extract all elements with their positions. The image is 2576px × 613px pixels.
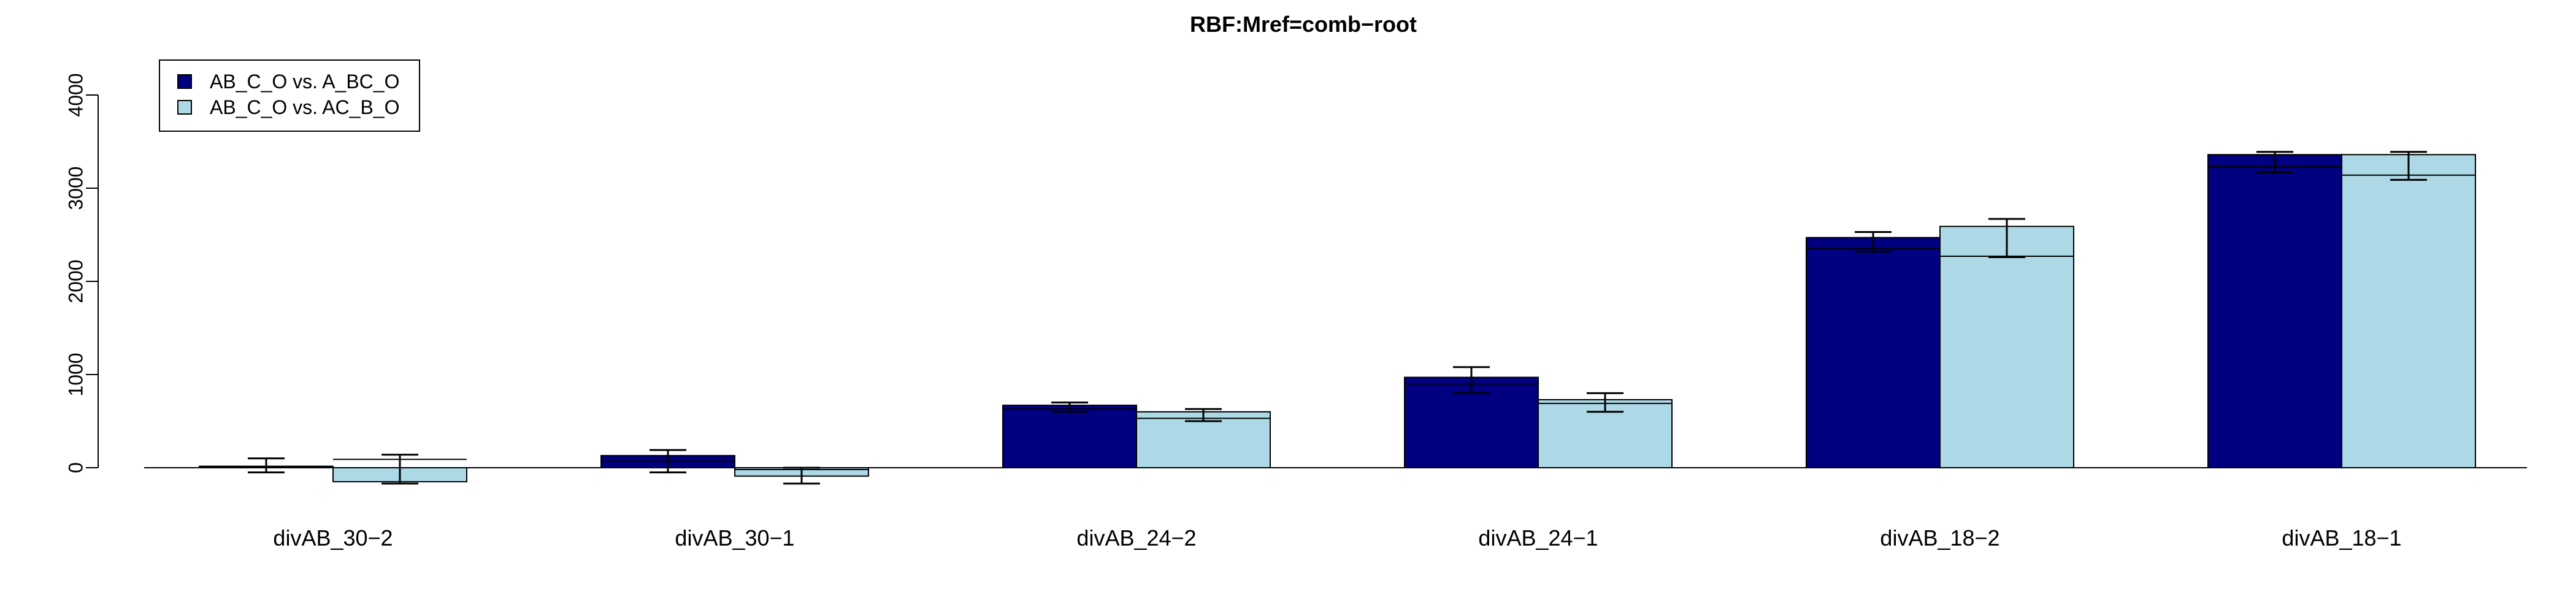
chart-title: RBF:Mref=comb−root bbox=[1190, 12, 1417, 37]
x-axis-labels: divAB_30−2 divAB_30−1 divAB_24−2 divAB_24−1… bbox=[273, 525, 2401, 550]
bar-4-0 bbox=[1806, 237, 1941, 468]
y-tick-label-0: 0 bbox=[64, 462, 86, 473]
bars-group bbox=[199, 154, 2476, 482]
x-category-label-5: divAB_18−1 bbox=[2282, 525, 2401, 550]
bar-5-0 bbox=[2207, 154, 2342, 468]
error-bars-group bbox=[248, 151, 2427, 485]
x-category-label-4: divAB_18−2 bbox=[1880, 525, 1999, 550]
x-category-label-2: divAB_24−2 bbox=[1076, 525, 1196, 550]
x-category-label-0: divAB_30−2 bbox=[273, 525, 393, 550]
legend-label-0: AB_C_O vs. A_BC_O bbox=[210, 70, 399, 93]
bar-4-1 bbox=[1939, 226, 2074, 468]
legend-swatch-0 bbox=[177, 74, 192, 89]
bar-2-0 bbox=[1002, 405, 1137, 468]
x-category-label-3: divAB_24−1 bbox=[1478, 525, 1598, 550]
legend-box bbox=[159, 59, 420, 132]
y-tick-label-2: 2000 bbox=[64, 259, 86, 303]
y-tick-label-1: 1000 bbox=[64, 352, 86, 396]
x-category-label-1: divAB_30−1 bbox=[675, 525, 794, 550]
legend: AB_C_O vs. A_BC_O AB_C_O vs. AC_B_O bbox=[159, 59, 420, 132]
y-tick-label-3: 3000 bbox=[64, 166, 86, 210]
y-tick-label-4: 4000 bbox=[64, 73, 86, 116]
bar-5-1 bbox=[2341, 154, 2476, 468]
y-axis: 0 1000 2000 3000 4000 bbox=[64, 73, 99, 473]
legend-label-1: AB_C_O vs. AC_B_O bbox=[210, 96, 399, 118]
legend-swatch-1 bbox=[177, 100, 192, 115]
